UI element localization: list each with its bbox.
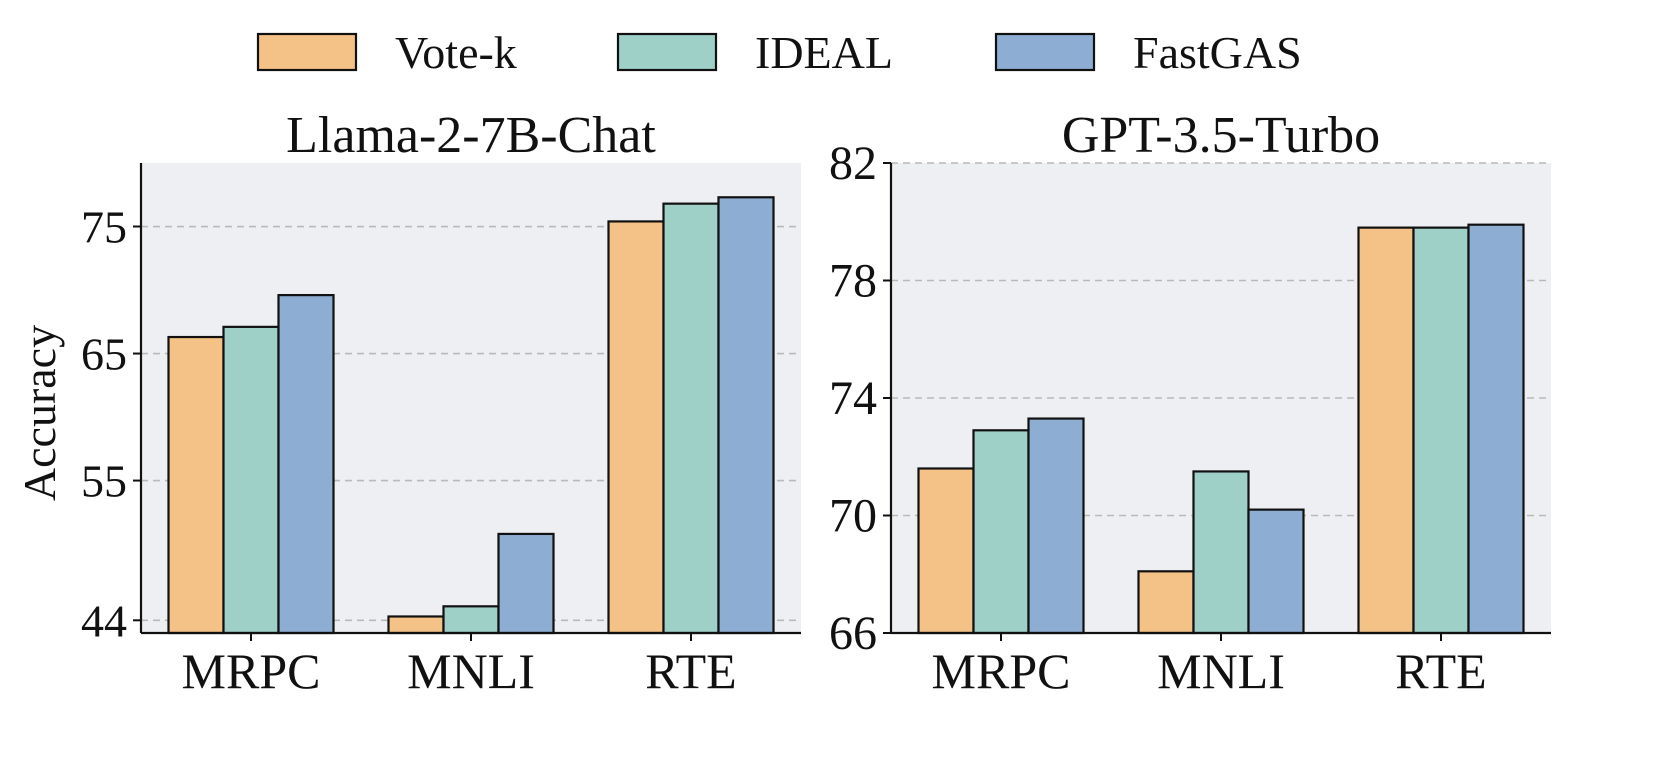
panel-llama-2-7b-chat: MRPC MNLI RTE 44 55 65 75 Llama-2-7B-Chat Accura…: [14, 107, 801, 699]
bar-mnli-ideal: [442, 605, 500, 635]
bar-mnli-vote-k: [1137, 570, 1195, 635]
y-tick-label: 65: [81, 329, 127, 380]
panel-title: Llama-2-7B-Chat: [286, 107, 656, 164]
legend: Vote-k IDEAL FastGAS: [256, 27, 1302, 78]
bar-rte-fastgas: [717, 196, 775, 635]
y-tick-label: 82: [829, 137, 877, 190]
x-tick-label-rte: RTE: [1395, 643, 1486, 699]
bar-mrpc-ideal: [222, 325, 280, 635]
panel-gpt-3.5-turbo: MRPC MNLI RTE 66 70 74 78 82 GPT-3.5-Turbo: [829, 107, 1551, 699]
bar-mrpc-ideal: [972, 429, 1030, 635]
y-tick-label: 55: [81, 456, 127, 507]
legend-swatch-fastgas: [994, 32, 1096, 72]
legend-swatch-vote-k: [256, 32, 358, 72]
bar-mnli-vote-k: [387, 615, 445, 635]
bar-mrpc-fastgas: [277, 294, 335, 635]
bar-rte-vote-k: [607, 220, 665, 635]
bar-mnli-fastgas: [1247, 508, 1305, 635]
bar-mrpc-vote-k: [167, 335, 225, 635]
legend-swatch-ideal: [616, 32, 718, 72]
x-tick-label-mrpc: MRPC: [932, 643, 1071, 699]
x-tick-label-rte: RTE: [645, 643, 736, 699]
y-tick-label: 75: [81, 202, 127, 253]
bar-rte-ideal: [662, 202, 720, 635]
y-tick-label: 78: [829, 255, 877, 308]
legend-label-fastgas: FastGAS: [1133, 27, 1302, 78]
bar-rte-fastgas: [1467, 223, 1525, 635]
y-tick-label: 66: [829, 607, 877, 660]
bar-mnli-ideal: [1192, 470, 1250, 635]
bar-rte-vote-k: [1357, 226, 1415, 635]
x-tick-label-mnli: MNLI: [1157, 643, 1285, 699]
x-tick-label-mnli: MNLI: [407, 643, 535, 699]
bar-mrpc-vote-k: [917, 467, 975, 635]
legend-label-vote-k: Vote-k: [395, 27, 517, 78]
bar-mnli-fastgas: [497, 532, 555, 635]
panel-title: GPT-3.5-Turbo: [1062, 107, 1380, 164]
y-tick-label: 44: [81, 595, 127, 646]
y-tick-label: 70: [829, 490, 877, 543]
legend-label-ideal: IDEAL: [755, 27, 893, 78]
y-axis-title: Accuracy: [14, 325, 65, 501]
bar-rte-ideal: [1412, 226, 1470, 635]
bar-mrpc-fastgas: [1027, 417, 1085, 635]
x-tick-label-mrpc: MRPC: [182, 643, 321, 699]
y-tick-label: 74: [829, 372, 877, 425]
